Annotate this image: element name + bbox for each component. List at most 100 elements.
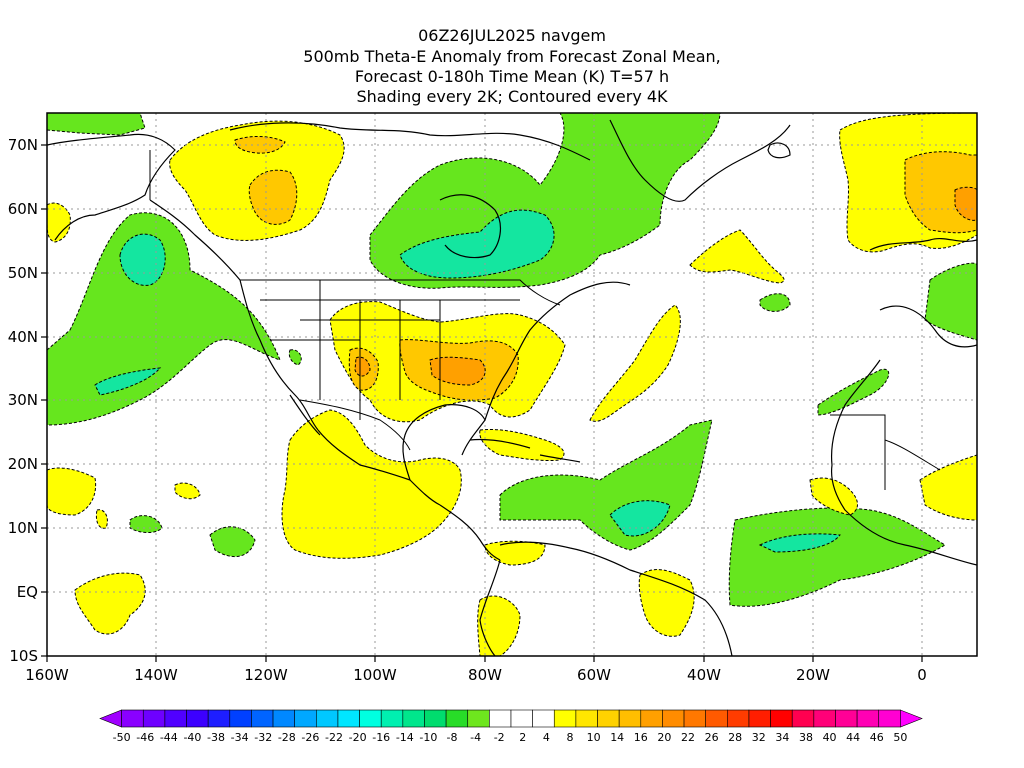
pos-region-africa-east bbox=[919, 454, 977, 521]
coast-baja bbox=[289, 394, 321, 436]
border-us-canada bbox=[240, 279, 561, 306]
colorbar-swatch bbox=[640, 709, 663, 728]
colorbar-swatch bbox=[445, 709, 469, 728]
y-tick-label: 30N bbox=[8, 391, 38, 409]
colorbar-swatch bbox=[489, 709, 512, 728]
colorbar-swatch bbox=[142, 709, 166, 728]
colorbar-label: -28 bbox=[278, 731, 296, 744]
coast-europe bbox=[869, 237, 977, 348]
coast-mexico-west bbox=[317, 429, 441, 506]
colorbar-swatch bbox=[207, 709, 231, 728]
colorbar-label: 50 bbox=[893, 731, 907, 744]
border-states bbox=[260, 280, 520, 420]
colorbar-arrow-high bbox=[900, 709, 923, 728]
colorbar-label: -38 bbox=[207, 731, 225, 744]
neg-core-east-atlantic bbox=[758, 533, 841, 553]
colorbar-swatch bbox=[380, 709, 404, 728]
coast-iceland bbox=[767, 142, 791, 159]
pos-region-atlantic-blob bbox=[689, 229, 785, 284]
x-tick-labels: 160W 140W 120W 100W 80W 60W 40W 20W 0 bbox=[25, 666, 927, 684]
colorbar-label: 26 bbox=[705, 731, 719, 744]
border-us-mexico bbox=[299, 399, 411, 451]
y-tick-label: 10S bbox=[9, 647, 38, 665]
coast-canada-north bbox=[229, 122, 591, 161]
y-tick-label: 60N bbox=[8, 200, 38, 218]
y-tick-label: 20N bbox=[8, 455, 38, 473]
colorbar-label: -34 bbox=[231, 731, 249, 744]
coast-alaska bbox=[47, 133, 241, 281]
colorbar-swatch bbox=[316, 709, 339, 728]
colorbar-swatch bbox=[337, 709, 360, 728]
colorbar-label: 34 bbox=[775, 731, 789, 744]
x-tick-label: 160W bbox=[25, 666, 69, 684]
colorbar-label: 28 bbox=[728, 731, 742, 744]
colorbar-swatch bbox=[748, 709, 771, 728]
pos-region-pacific-left bbox=[47, 467, 97, 516]
colorbar-arrow-low bbox=[99, 709, 122, 728]
colorbar-swatch bbox=[402, 709, 425, 728]
pos-region-caribbean bbox=[479, 429, 565, 461]
negative-anomaly-regions bbox=[47, 113, 977, 607]
colorbar-label: 46 bbox=[870, 731, 884, 744]
y-tick-label: 10N bbox=[8, 519, 38, 537]
colorbar-label: -16 bbox=[372, 731, 390, 744]
colorbar-swatch bbox=[575, 709, 598, 728]
neg-region-pacific-south bbox=[209, 526, 256, 558]
coast-south-america-north bbox=[499, 541, 733, 656]
colorbar-swatch bbox=[705, 709, 728, 728]
neg-region-alaska-pac bbox=[288, 349, 302, 366]
x-tick-label: 120W bbox=[244, 666, 288, 684]
colorbar-label: 40 bbox=[823, 731, 837, 744]
colorbar-label: -20 bbox=[349, 731, 367, 744]
pos-mid-yukon bbox=[248, 169, 298, 225]
y-tick-label: 50N bbox=[8, 264, 38, 282]
colorbar-label: -40 bbox=[183, 731, 201, 744]
title-line-4: Shading every 2K; Contoured every 4K bbox=[356, 87, 668, 106]
neg-core-atlantic bbox=[609, 500, 671, 537]
colorbar-label: -32 bbox=[254, 731, 272, 744]
title-line-2: 500mb Theta-E Anomaly from Forecast Zona… bbox=[303, 47, 721, 66]
x-tick-label: 140W bbox=[134, 666, 178, 684]
colorbar-swatch bbox=[553, 709, 577, 728]
colorbar-label: 8 bbox=[566, 731, 573, 744]
pos-region-pac-small2 bbox=[95, 509, 108, 529]
coast-cuba bbox=[469, 438, 581, 463]
coast-us-west bbox=[239, 279, 319, 431]
colorbar-label: -2 bbox=[494, 731, 505, 744]
coastlines bbox=[47, 119, 977, 656]
neg-core-hudson bbox=[399, 209, 555, 279]
colorbar-swatch bbox=[856, 709, 880, 728]
colorbar-swatch bbox=[359, 709, 382, 728]
neg-region-pacific-north bbox=[47, 212, 281, 426]
colorbar-swatch bbox=[662, 709, 685, 728]
colorbar-swatch bbox=[727, 709, 750, 728]
colorbar-label: 20 bbox=[657, 731, 671, 744]
colorbar-label: -8 bbox=[447, 731, 458, 744]
colorbar-label: 44 bbox=[846, 731, 860, 744]
graticule bbox=[47, 113, 977, 656]
colorbar-label: 38 bbox=[799, 731, 813, 744]
colorbar-label: -44 bbox=[160, 731, 178, 744]
coast-hudson-bay bbox=[439, 194, 502, 259]
pos-region-pac-small1 bbox=[174, 482, 201, 500]
neg-region-iberia bbox=[924, 262, 977, 341]
coast-gulf-mexico bbox=[402, 404, 486, 481]
colorbar-label: -22 bbox=[325, 731, 343, 744]
political-borders bbox=[149, 150, 941, 490]
coast-us-east bbox=[484, 281, 631, 421]
y-tick-labels: 70N 60N 50N 40N 30N 20N 10N EQ 10S bbox=[8, 136, 38, 665]
x-tick-label: 20W bbox=[796, 666, 830, 684]
colorbar-swatch bbox=[835, 709, 858, 728]
x-tick-label: 80W bbox=[468, 666, 502, 684]
pos-hot-tennessee bbox=[429, 356, 486, 386]
pos-region-atlantic-streak bbox=[589, 304, 681, 422]
colorbar-swatch bbox=[229, 709, 252, 728]
colorbar-label: 22 bbox=[681, 731, 695, 744]
y-tick-label: 40N bbox=[8, 328, 38, 346]
pos-region-south-america bbox=[638, 569, 695, 637]
colorbar-swatch bbox=[164, 709, 187, 728]
colorbar-label: 2 bbox=[519, 731, 526, 744]
y-tick-label: EQ bbox=[17, 583, 38, 601]
colorbar-label: -10 bbox=[419, 731, 437, 744]
